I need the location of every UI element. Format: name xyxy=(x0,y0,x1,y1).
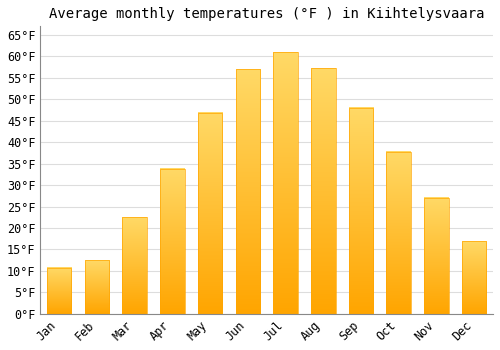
Bar xyxy=(311,68,336,314)
Bar xyxy=(462,241,486,314)
Bar xyxy=(84,260,109,314)
Bar xyxy=(348,108,374,314)
Bar xyxy=(198,113,222,314)
Title: Average monthly temperatures (°F ) in Kiihtelysvaara: Average monthly temperatures (°F ) in Ki… xyxy=(49,7,484,21)
Bar xyxy=(386,152,411,314)
Bar xyxy=(274,52,298,314)
Bar xyxy=(424,197,448,314)
Bar xyxy=(160,169,184,314)
Bar xyxy=(47,267,72,314)
Bar xyxy=(236,69,260,314)
Bar xyxy=(122,217,147,314)
